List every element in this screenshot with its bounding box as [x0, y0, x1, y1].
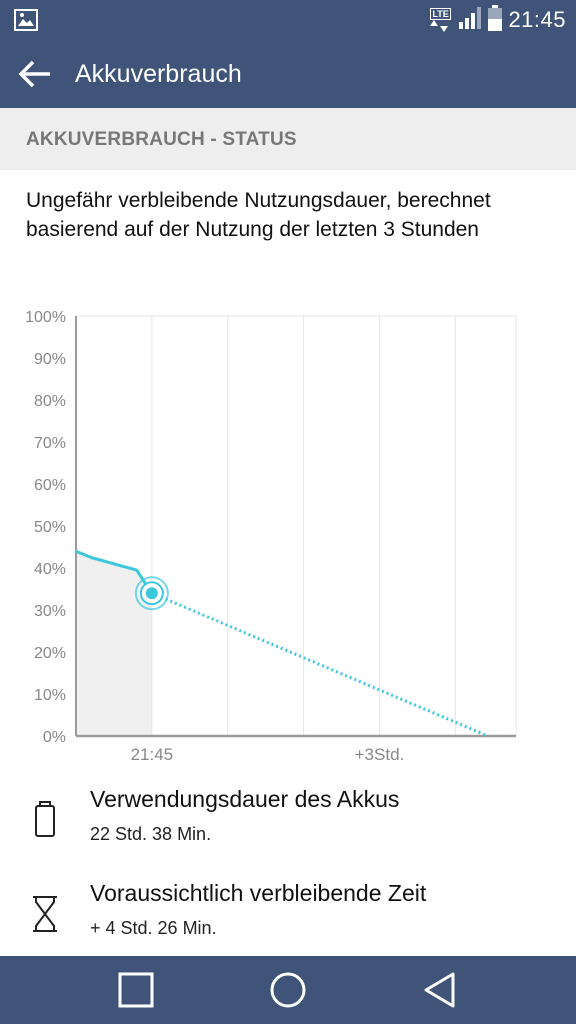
page-title: Akkuverbrauch	[75, 60, 242, 88]
y-tick-label: 10%	[34, 687, 66, 704]
section-header: AKKUVERBRAUCH - STATUS	[0, 108, 576, 170]
current-point-marker	[145, 587, 158, 600]
status-clock: 21:45	[508, 7, 566, 32]
app-bar: Akkuverbrauch	[0, 40, 576, 108]
projection-line	[151, 591, 489, 738]
current-point-ring-outer	[134, 576, 169, 611]
y-tick-label: 0%	[43, 729, 66, 746]
info-title: Verwendungsdauer des Akkus	[90, 786, 400, 812]
y-tick-label: 100%	[25, 309, 66, 326]
y-tick-label: 20%	[34, 645, 66, 662]
x-tick-label: +3Std.	[355, 745, 405, 764]
info-item-battery-usage[interactable]: Verwendungsdauer des Akkus 22 Std. 38 Mi…	[0, 786, 576, 866]
battery-icon	[28, 800, 62, 840]
arrow-left-icon	[18, 60, 50, 88]
info-item-remaining-time[interactable]: Voraussichtlich verbleibende Zeit + 4 St…	[0, 880, 576, 960]
history-area	[76, 551, 152, 736]
status-bar: LTE 21:45	[0, 0, 576, 40]
back-arrow-button[interactable]	[12, 52, 58, 96]
section-header-label: AKKUVERBRAUCH - STATUS	[26, 129, 297, 150]
history-line	[75, 549, 154, 595]
info-value: 22 Std. 38 Min.	[90, 824, 212, 844]
circle-icon	[270, 972, 306, 1008]
network-type-label: LTE	[430, 8, 451, 20]
gallery-notification-icon	[14, 9, 38, 31]
battery-status-icon	[488, 4, 503, 36]
usage-description: Ungefähr verbleibende Nutzungsdauer, ber…	[26, 189, 491, 241]
y-tick-label: 50%	[34, 519, 66, 536]
hourglass-icon	[28, 894, 62, 934]
y-tick-label: 40%	[34, 561, 66, 578]
y-tick-label: 90%	[34, 351, 66, 368]
y-tick-label: 30%	[34, 603, 66, 620]
triangle-back-icon	[424, 972, 455, 1008]
lte-icon: LTE	[430, 8, 452, 32]
battery-chart: 0% 10% 20% 30% 40% 50% 60% 70% 80% 90% 100% 21:45 +3…	[25, 309, 517, 764]
home-button[interactable]	[258, 968, 318, 1012]
back-button[interactable]	[410, 968, 470, 1012]
x-tick-label: 21:45	[131, 745, 174, 764]
y-tick-label: 70%	[34, 435, 66, 452]
y-tick-label: 80%	[34, 393, 66, 410]
y-tick-label: 60%	[34, 477, 66, 494]
navigation-bar	[0, 956, 576, 1024]
info-title: Voraussichtlich verbleibende Zeit	[90, 880, 427, 906]
square-icon	[118, 972, 154, 1008]
info-value: + 4 Std. 26 Min.	[90, 918, 217, 938]
recents-button[interactable]	[106, 968, 166, 1012]
signal-icon	[458, 6, 482, 35]
